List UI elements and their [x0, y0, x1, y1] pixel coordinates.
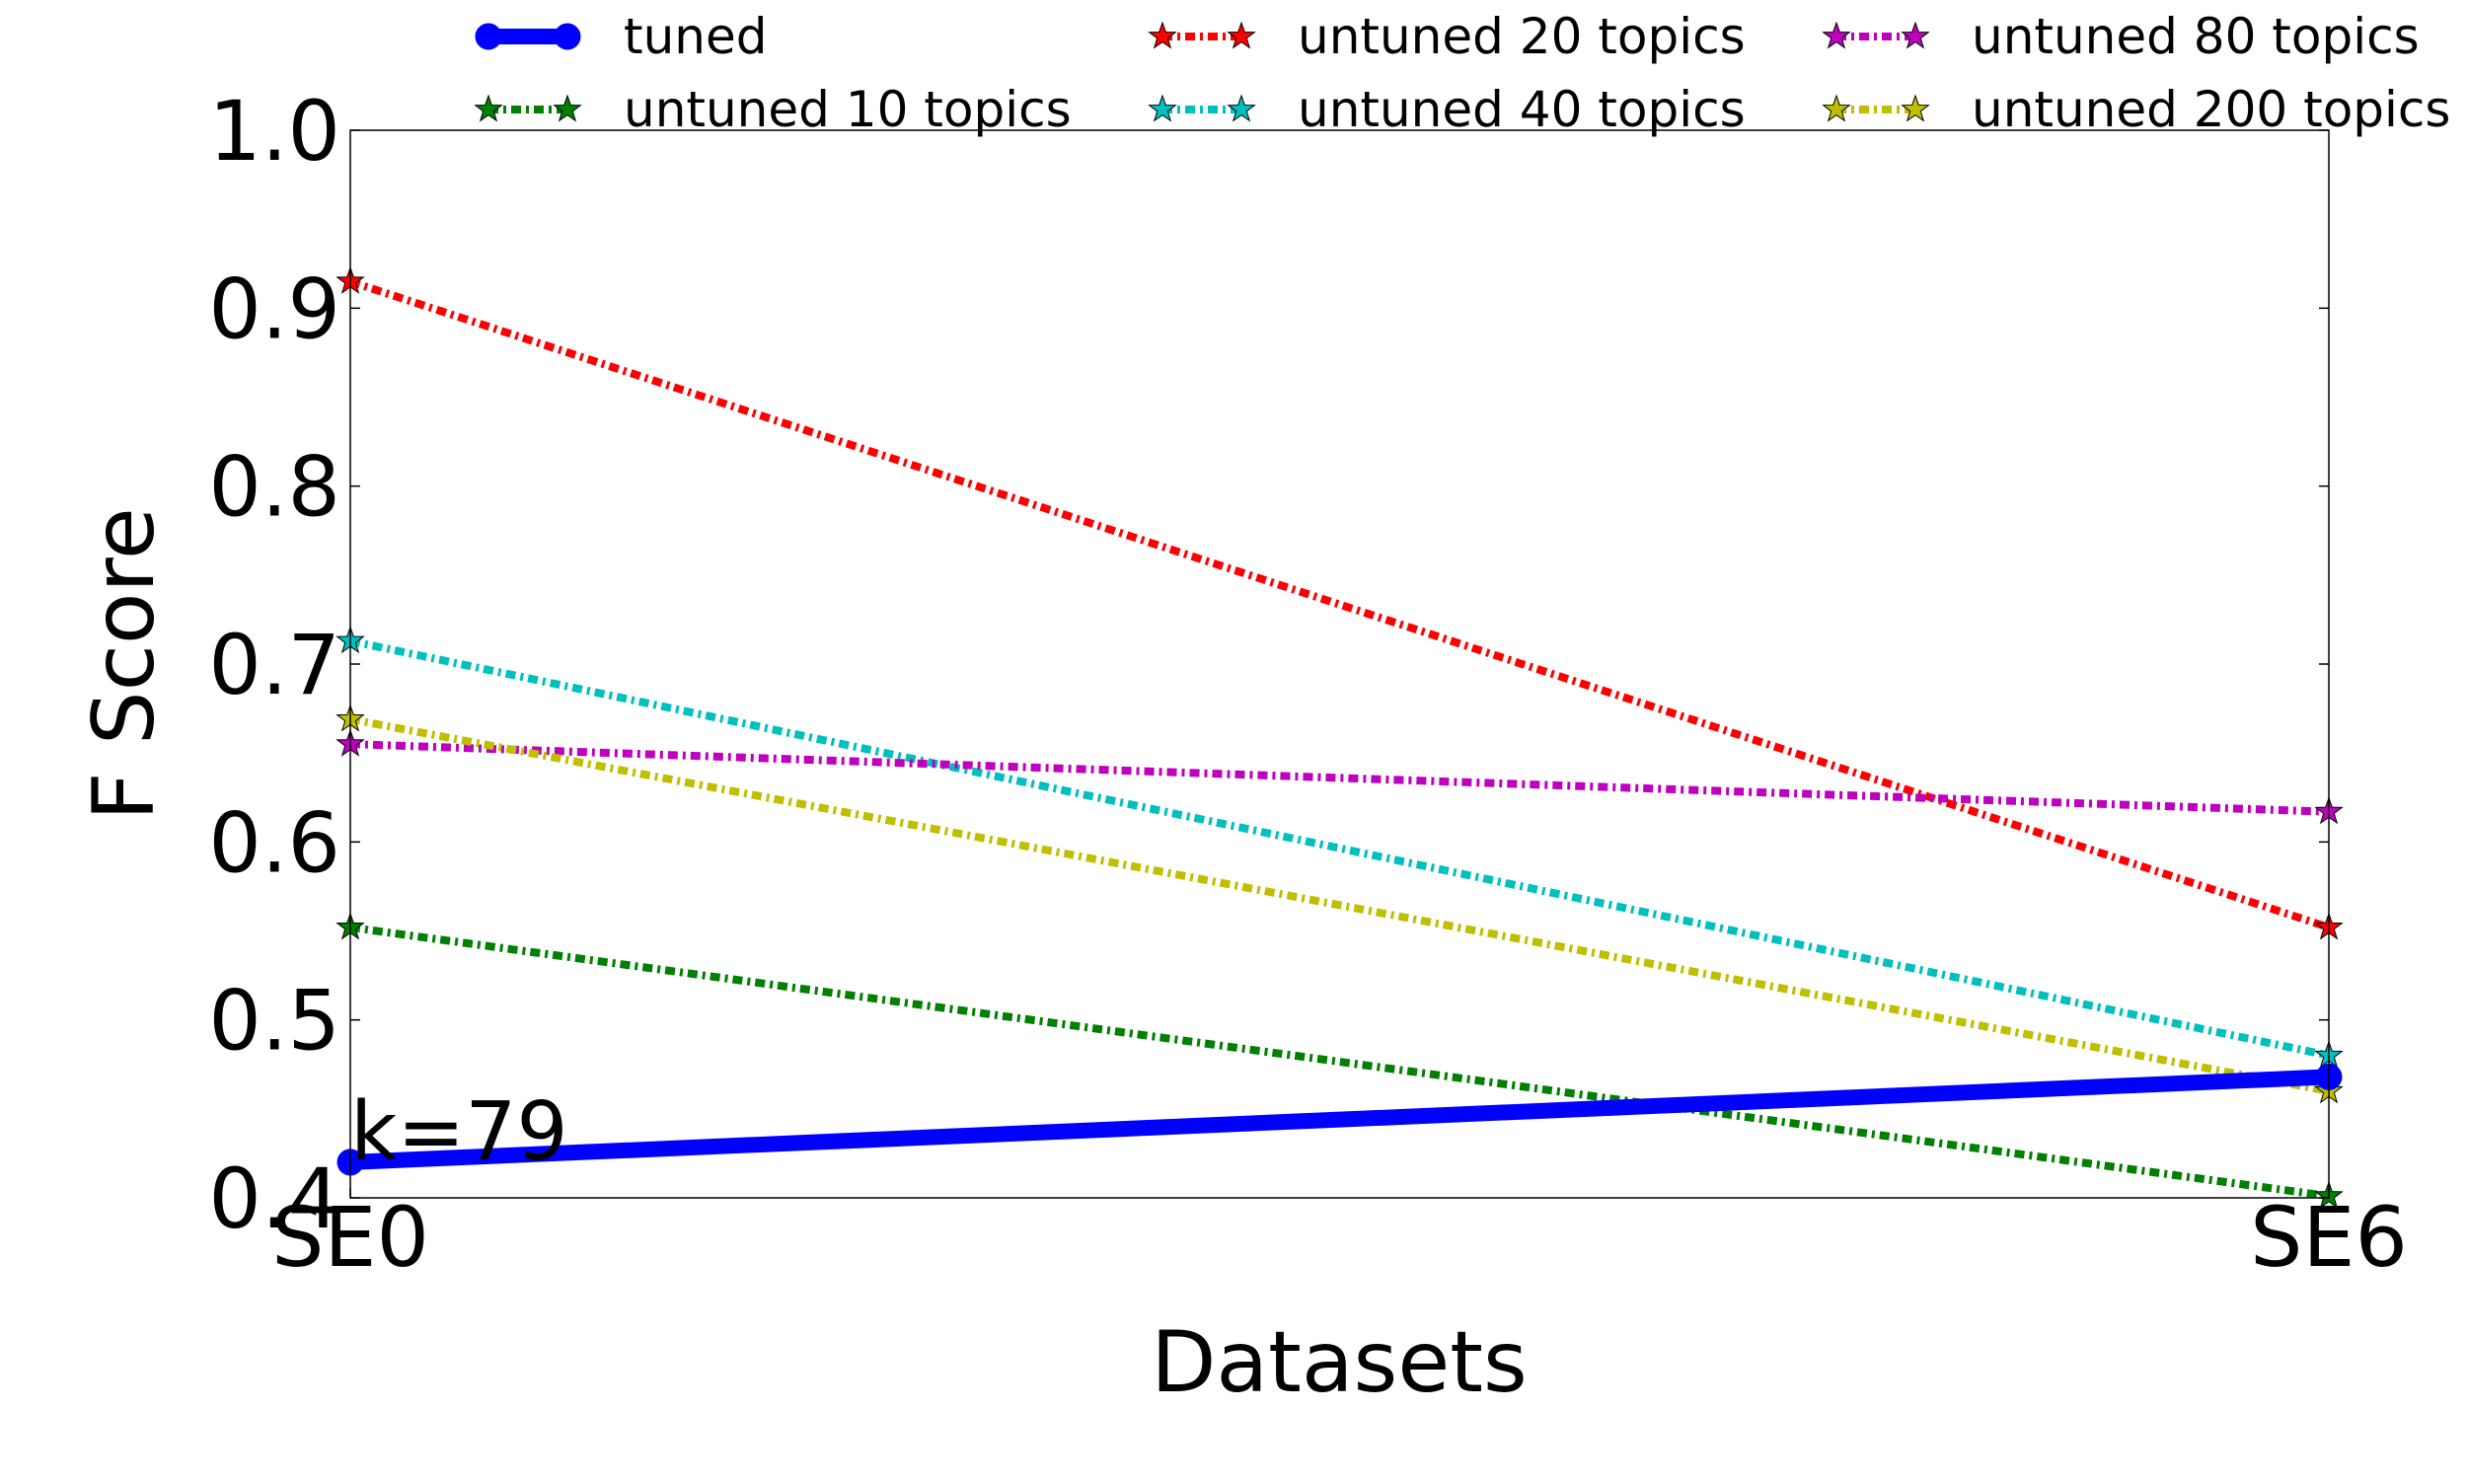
legend-label: untuned 20 topics	[1298, 8, 1746, 65]
legend-marker	[1822, 94, 1851, 122]
series-4	[336, 728, 2344, 825]
legend-marker	[1901, 21, 1930, 49]
legend-label: untuned 10 topics	[624, 81, 1072, 138]
y-tick-label: 0.8	[208, 439, 340, 536]
legend-label: untuned 200 topics	[1972, 81, 2450, 138]
legend-label: untuned 80 topics	[1972, 8, 2420, 65]
series-5	[336, 704, 2344, 1104]
y-tick-label: 0.7	[208, 617, 340, 713]
legend-marker	[475, 23, 502, 50]
legend-item: untuned 200 topics	[1822, 81, 2450, 138]
annotation-label: k=79	[350, 1085, 568, 1179]
legend-item: untuned 20 topics	[1148, 8, 1746, 65]
series-3	[336, 626, 2344, 1069]
legend-marker	[1227, 21, 1256, 49]
legend-marker	[1822, 21, 1851, 49]
legend-item: untuned 10 topics	[474, 81, 1072, 138]
legend-item: untuned 80 topics	[1822, 8, 2420, 65]
series-line	[349, 923, 2330, 1201]
legend-marker	[1901, 94, 1930, 122]
y-tick-label: 1.0	[208, 83, 340, 180]
x-axis: SE0 SE6	[271, 1188, 2408, 1286]
legend-marker	[553, 94, 582, 122]
x-axis-label: Datasets	[1151, 1313, 1528, 1412]
legend-label: untuned 40 topics	[1298, 81, 1746, 138]
series-line	[349, 1069, 2330, 1170]
y-tick-label: 0.6	[208, 794, 340, 891]
y-axis: 0.4 0.5 0.6 0.7 0.8 0.9 1.0	[208, 83, 2329, 1247]
legend-marker	[1148, 21, 1177, 49]
series-line	[349, 714, 2330, 1095]
series-2	[336, 265, 2344, 940]
legend-item: tuned	[475, 8, 767, 65]
x-tick-label: SE6	[2250, 1189, 2408, 1286]
plot-series	[336, 265, 2344, 1209]
legend-marker	[1148, 94, 1177, 122]
legend-marker	[554, 23, 581, 50]
y-tick-label: 0.4	[208, 1150, 340, 1247]
legend-item: untuned 40 topics	[1148, 81, 1746, 138]
y-tick-label: 0.9	[208, 260, 340, 357]
series-1	[336, 912, 2344, 1209]
y-axis-label: F Score	[75, 507, 174, 821]
x-tick-label: SE0	[271, 1189, 429, 1286]
legend-label: tuned	[624, 8, 767, 65]
series-line	[349, 636, 2330, 1060]
legend-marker	[1227, 94, 1256, 122]
series-line	[348, 277, 2331, 931]
y-tick-label: 0.5	[208, 973, 340, 1070]
legend: tuned untuned 10 topics untuned 20 topics u…	[474, 8, 2450, 138]
legend-marker	[474, 94, 503, 122]
series-line	[349, 740, 2330, 816]
